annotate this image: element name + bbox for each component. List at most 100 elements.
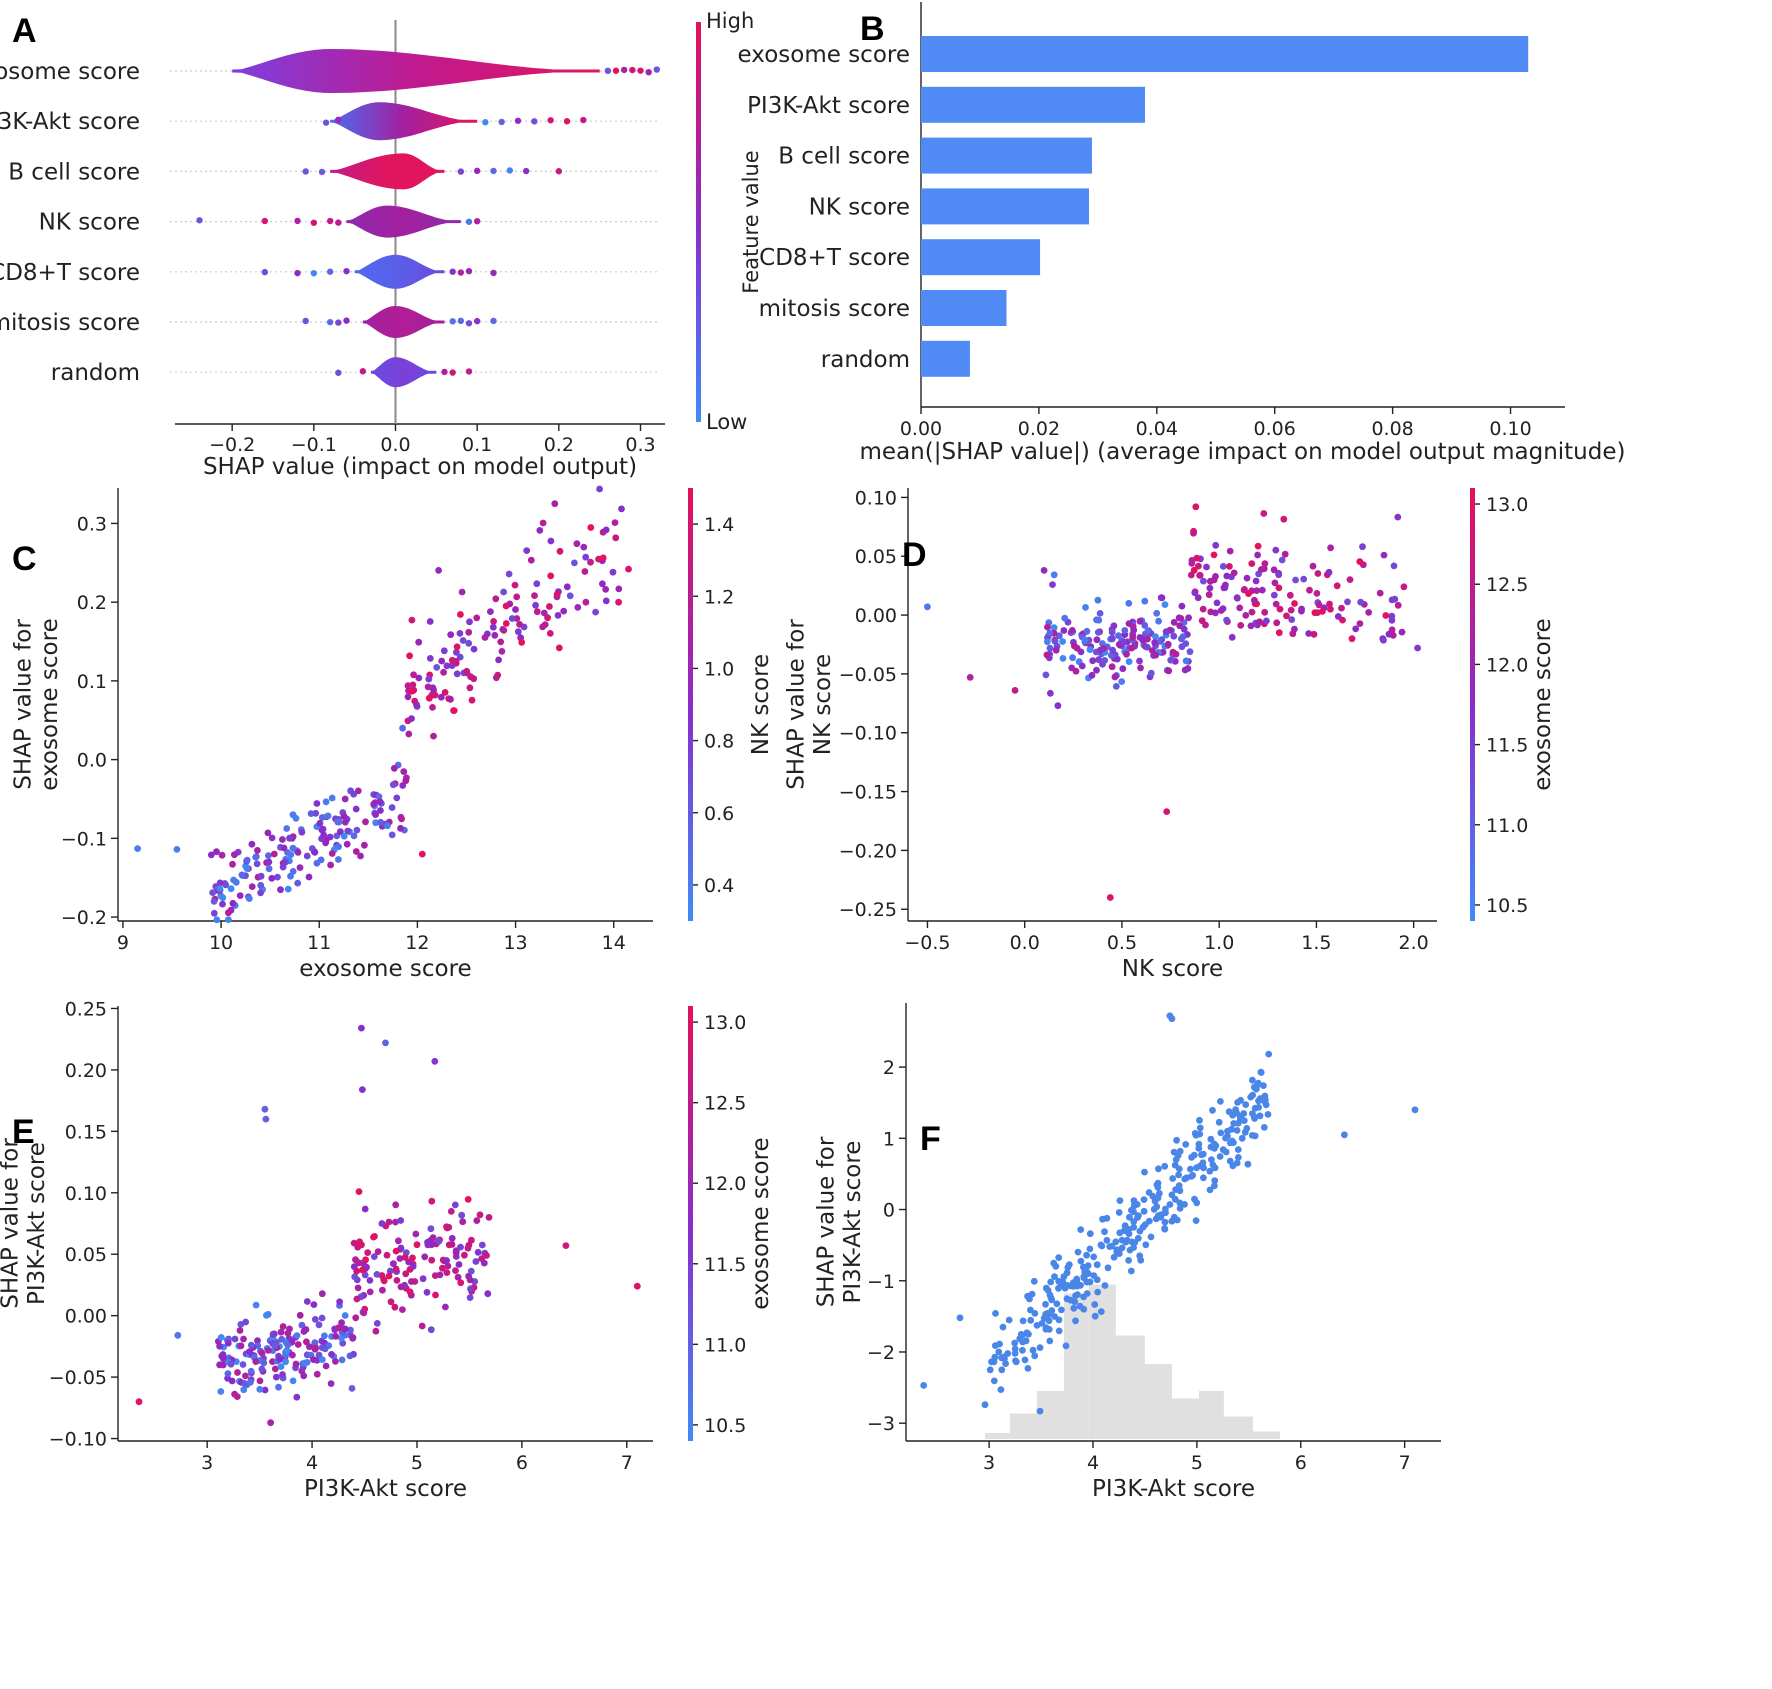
scatter-point: [551, 500, 559, 508]
scatter-point: [327, 861, 334, 869]
scatter-point: [452, 658, 460, 665]
scatter-point: [1136, 657, 1143, 665]
scatter-point: [1215, 1118, 1223, 1126]
scatter-point: [1187, 1165, 1194, 1173]
scatter-point: [599, 580, 606, 588]
scatter-point: [431, 691, 439, 699]
scatter-point: [311, 1316, 319, 1323]
scatter-point: [1101, 1228, 1108, 1236]
scatter-point: [1086, 1278, 1094, 1286]
scatter-point: [1256, 618, 1263, 626]
scatter-point: [268, 834, 276, 842]
scatter-point: [1181, 1201, 1188, 1208]
scatter-point: [234, 1369, 241, 1376]
scatter-point: [213, 916, 221, 924]
scatter-point: [1260, 510, 1268, 517]
colorbar-tick-label: 1.4: [704, 514, 734, 536]
scatter-point: [1283, 612, 1290, 620]
x-tick-label: 0.02: [1018, 418, 1060, 440]
scatter-point: [1272, 546, 1280, 554]
scatter-point: [263, 1311, 270, 1319]
scatter-point: [429, 1234, 437, 1242]
scatter-point: [455, 1261, 463, 1268]
violin-outlier: [514, 117, 522, 124]
scatter-point: [439, 1264, 446, 1272]
violin-outlier: [490, 317, 497, 325]
scatter-point: [402, 1270, 410, 1278]
scatter-point: [1116, 1229, 1124, 1237]
scatter-point: [242, 1318, 250, 1326]
scatter-point: [580, 543, 588, 551]
violin-outlier: [449, 369, 456, 376]
scatter-point: [1352, 625, 1360, 633]
scatter-point: [1078, 662, 1086, 670]
colorbar-low-label: Low: [706, 410, 747, 434]
violin-outlier: [343, 317, 350, 324]
x-tick-label: 5: [1191, 1452, 1203, 1474]
scatter-point: [322, 1362, 330, 1370]
scatter-point: [505, 570, 513, 578]
scatter-point: [377, 807, 384, 814]
scatter-point: [539, 519, 547, 527]
scatter-point: [511, 581, 519, 589]
scatter-point: [1170, 618, 1178, 626]
scatter-point: [284, 1341, 292, 1349]
scatter-point: [453, 648, 460, 656]
scatter-point: [1076, 1302, 1084, 1310]
scatter-point: [293, 1393, 301, 1401]
scatter-point: [547, 572, 555, 580]
scatter-point: [1233, 594, 1241, 602]
x-tick-label: 6: [516, 1452, 528, 1474]
x-tick-label: 0.10: [1489, 418, 1531, 440]
scatter-point: [1216, 1153, 1224, 1160]
scatter-point: [1101, 1282, 1109, 1289]
scatter-point: [1046, 644, 1054, 652]
scatter-point: [357, 852, 364, 860]
scatter-point: [389, 781, 397, 789]
scatter-point: [1196, 1124, 1204, 1132]
scatter-point: [1011, 687, 1019, 694]
scatter-point: [1237, 1113, 1245, 1120]
scatter-point: [1070, 1304, 1078, 1312]
scatter-point: [1012, 1357, 1019, 1365]
scatter-point: [310, 1301, 318, 1308]
scatter-point: [633, 1282, 641, 1290]
scatter-point: [279, 1371, 286, 1378]
scatter-point: [419, 1275, 427, 1283]
scatter-point: [1088, 671, 1096, 679]
scatter-point: [461, 1251, 468, 1259]
scatter-point: [562, 1242, 570, 1249]
scatter-point: [289, 844, 297, 852]
scatter-point: [1155, 1165, 1162, 1173]
scatter-point: [427, 1225, 435, 1233]
scatter-point: [305, 873, 313, 881]
scatter-point: [1005, 1316, 1013, 1324]
scatter-point: [1161, 1218, 1169, 1226]
scatter-point: [268, 874, 276, 882]
scatter-point: [457, 1279, 465, 1287]
scatter-point: [1314, 570, 1322, 577]
scatter-point: [470, 645, 478, 653]
y-tick-label: 0.20: [65, 1060, 107, 1082]
violin-outlier: [645, 69, 652, 76]
scatter-point: [229, 899, 237, 907]
scatter-point: [1154, 1194, 1162, 1202]
scatter-point: [399, 782, 407, 789]
scatter-point: [397, 1283, 405, 1291]
scatter-point: [1256, 1112, 1264, 1120]
scatter-point: [327, 1380, 335, 1387]
scatter-point: [366, 1288, 374, 1296]
scatter-point: [472, 1258, 480, 1265]
scatter-point: [395, 1237, 402, 1245]
scatter-point: [1243, 1125, 1251, 1132]
x-axis-label: exosome score: [299, 956, 471, 982]
scatter-point: [1325, 568, 1333, 576]
scatter-point: [1230, 569, 1238, 577]
scatter-point: [468, 696, 476, 704]
scatter-point: [1161, 1225, 1169, 1233]
scatter-point: [1112, 683, 1120, 690]
scatter-point: [400, 768, 408, 775]
scatter-point: [1199, 1160, 1206, 1168]
scatter-point: [1180, 625, 1188, 633]
scatter-point: [1217, 1098, 1224, 1105]
